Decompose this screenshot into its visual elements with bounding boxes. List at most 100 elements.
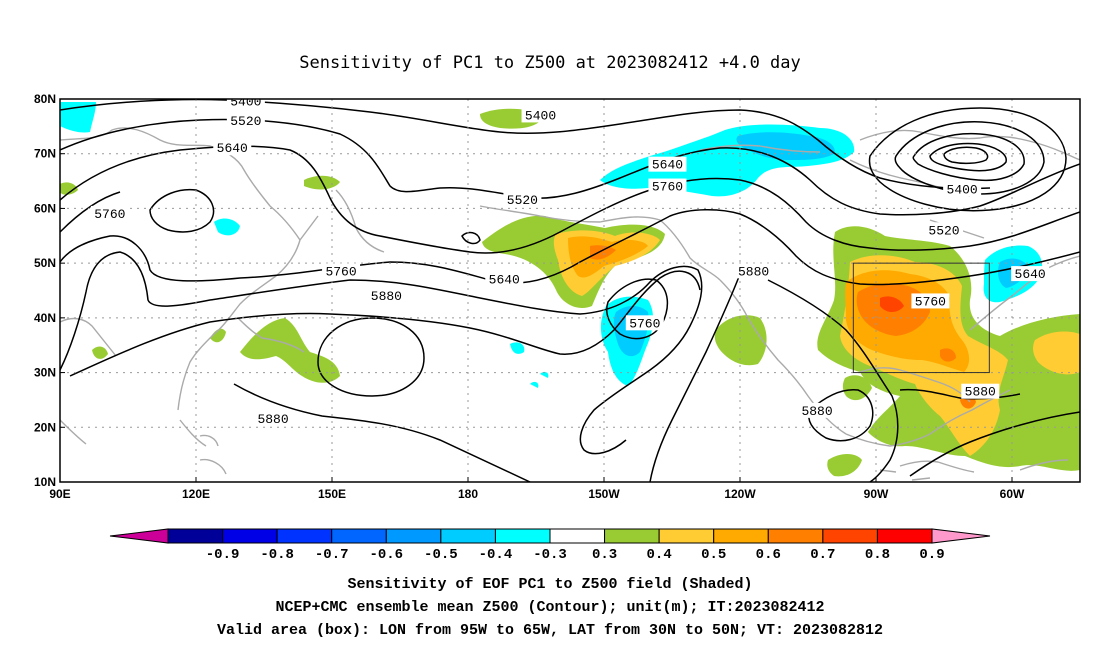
lat-tick-label: 80N — [34, 92, 56, 106]
contour-label: 5880 — [367, 287, 406, 304]
contour-label-text: 5880 — [371, 289, 402, 304]
contour-label-background — [367, 287, 406, 303]
lon-tick-label: 150E — [318, 487, 346, 501]
contour-label-background — [625, 315, 664, 331]
contour-label: 5880 — [254, 411, 293, 427]
lat-tick-label: 70N — [34, 147, 56, 161]
figure-title: Sensitivity of PC1 to Z500 at 2023082412… — [299, 53, 801, 73]
colorbar-segment — [331, 528, 387, 544]
contour-label-background — [226, 99, 265, 109]
lon-tick-label: 60W — [1000, 487, 1025, 501]
contour-label: 5400 — [521, 107, 560, 123]
map-panel: 5400 5400 5400 5520 5520 5520 5640 5640 5640 5640… — [60, 95, 1080, 482]
contour-label-background — [213, 140, 252, 156]
contour-label-text: 5640 — [217, 141, 248, 156]
contour-label: 5880 — [798, 402, 837, 419]
contour-label-text: 5880 — [801, 404, 832, 419]
colorbar-segment — [440, 528, 496, 544]
contour-label-text: 5880 — [257, 412, 288, 427]
colorbar: -0.9 -0.8 -0.7 -0.6 -0.5 -0.4 -0.3 0.3 0.4 0.5 0.6… — [109, 528, 991, 563]
contour-label-background — [254, 411, 293, 427]
colorbar-label: 0.5 — [701, 547, 726, 563]
colorbar-label: 0.3 — [592, 547, 617, 563]
lon-tick-label: 120E — [182, 487, 210, 501]
caption-line-3: Valid area (box): LON from 95W to 65W, L… — [217, 622, 883, 639]
colorbar-segment — [549, 528, 606, 544]
colorbar-segment — [876, 528, 933, 544]
colorbar-label: -0.4 — [479, 547, 513, 563]
contour-label-background — [90, 205, 129, 221]
caption-line-2: NCEP+CMC ensemble mean Z500 (Contour); u… — [275, 599, 824, 616]
colorbar-segment — [494, 528, 551, 544]
contour-label: 5640 — [485, 271, 524, 288]
colorbar-segment — [385, 528, 442, 544]
colorbar-label: 0.6 — [756, 547, 781, 563]
contour-label: 5520 — [925, 222, 963, 238]
axis-ticks: 90E 120E 150E 180 150W 120W 90W 60W 10N 20N 30N 40N… — [34, 92, 1025, 501]
contour-label: 5880 — [961, 383, 1000, 400]
colorbar-label: 0.9 — [919, 547, 944, 563]
contour-label-text: 5760 — [652, 180, 683, 195]
contour-label: 5760 — [911, 293, 950, 309]
contour-label-text: 5640 — [1015, 267, 1046, 282]
map-frame — [59, 98, 1081, 483]
colorbar-label: 0.4 — [647, 547, 672, 563]
contour-label: 5640 — [213, 140, 252, 156]
contour-label-text: 5640 — [652, 158, 683, 173]
colorbar-low-triangle — [109, 528, 169, 544]
contour-label: 5640 — [648, 156, 687, 173]
contour-label-background — [648, 156, 687, 172]
colorbar-segment — [658, 528, 715, 544]
lat-tick-label: 10N — [34, 475, 56, 489]
contour-label-text: 5520 — [507, 193, 538, 208]
contour-label-text: 5520 — [928, 223, 959, 238]
contour-label-text: 5520 — [230, 114, 261, 129]
contour-label-text: 5760 — [94, 207, 125, 222]
contour-label-text: 5760 — [629, 316, 660, 331]
contour-label-text: 5400 — [230, 95, 261, 110]
colorbar-segment — [222, 528, 278, 544]
colorbar-segment — [604, 528, 660, 544]
colorbar-label: 0.7 — [810, 547, 835, 563]
contour-labels: 5400 5400 5400 5520 5520 5520 5640 5640 5640 5640… — [90, 95, 1050, 427]
colorbar-label: -0.9 — [206, 547, 240, 563]
contour-label-background — [485, 271, 524, 287]
colorbar-segment — [822, 528, 878, 544]
colorbar-label: 0.8 — [865, 547, 890, 563]
lon-tick-label: 90W — [864, 487, 889, 501]
colorbar-segment — [767, 528, 824, 544]
contour-label-background — [322, 263, 361, 279]
colorbar-segment — [167, 528, 224, 544]
contour-label-background — [521, 107, 560, 123]
contour-label-background — [943, 181, 982, 197]
colorbar-label: -0.3 — [533, 547, 567, 563]
lon-tick-label: 150W — [588, 487, 620, 501]
contour-label-text: 5880 — [965, 385, 996, 400]
contour-label-text: 5400 — [525, 108, 556, 123]
colorbar-label: -0.6 — [369, 547, 403, 563]
contour-label-background — [911, 293, 950, 309]
lat-tick-label: 30N — [34, 366, 56, 380]
valid-area-box — [852, 262, 990, 374]
lon-tick-label: 90E — [49, 487, 70, 501]
lat-tick-label: 20N — [34, 420, 56, 434]
contour-label-text: 5760 — [915, 294, 946, 309]
contour-label-text: 5880 — [738, 264, 769, 279]
contour-label-background — [648, 178, 687, 194]
contour-label-background — [734, 263, 773, 279]
contour-label: 5520 — [503, 192, 542, 208]
lon-tick-label: 180 — [458, 487, 478, 501]
colorbar-label: -0.8 — [260, 547, 294, 563]
colorbar-segment — [276, 528, 333, 544]
contour-label: 5760 — [90, 205, 129, 222]
contour-label-text: 5640 — [489, 273, 520, 288]
contour-label: 5400 — [943, 181, 982, 197]
colorbar-segment — [713, 528, 769, 544]
contour-label: 5520 — [226, 112, 265, 129]
contour-label-background — [503, 192, 542, 208]
colorbar-label: -0.5 — [424, 547, 458, 563]
lat-tick-label: 60N — [34, 201, 56, 215]
contour-label: 5760 — [625, 315, 664, 331]
contour-label-background — [798, 402, 837, 418]
